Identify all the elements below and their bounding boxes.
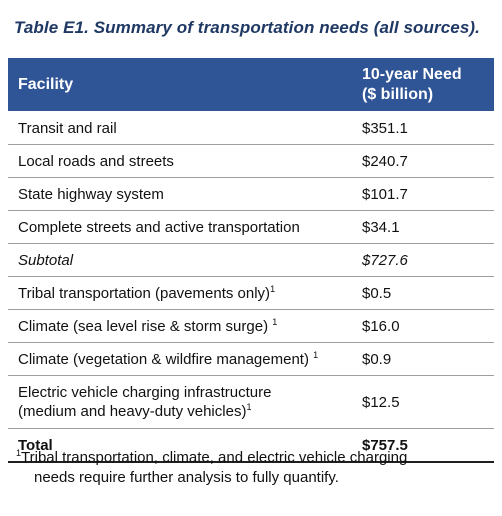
need-header-line2: ($ billion) bbox=[362, 85, 434, 103]
subtotal-row: Subtotal $727.6 bbox=[8, 243, 494, 277]
table-row: Climate (vegetation & wildfire managemen… bbox=[8, 342, 494, 376]
total-row: Total $757.5 bbox=[8, 428, 494, 463]
facility-label: Climate (vegetation & wildfire managemen… bbox=[18, 350, 309, 368]
header-row: Facility 10-year Need ($ billion) bbox=[8, 58, 494, 112]
table-row: Local roads and streets $240.7 bbox=[8, 144, 494, 178]
facility-cell: State highway system bbox=[8, 177, 357, 211]
need-cell: $34.1 bbox=[357, 210, 494, 244]
facility-cell: Subtotal bbox=[8, 243, 357, 277]
table-row: Tribal transportation (pavements only)1 … bbox=[8, 276, 494, 310]
table-row: State highway system $101.7 bbox=[8, 177, 494, 211]
facility-cell: Climate (sea level rise & storm surge) 1 bbox=[8, 309, 357, 343]
footnote-marker: 1 bbox=[246, 402, 252, 412]
needs-table: Facility 10-year Need ($ billion) Transi… bbox=[8, 58, 494, 463]
need-cell: $351.1 bbox=[357, 111, 494, 145]
facility-label: Tribal transportation (pavements only) bbox=[18, 284, 271, 302]
table-body: Transit and rail $351.1 Local roads and … bbox=[8, 111, 494, 463]
footnote-text-line1: Tribal transportation, climate, and elec… bbox=[21, 449, 408, 466]
need-cell: $12.5 bbox=[357, 375, 494, 429]
facility-cell: Climate (vegetation & wildfire managemen… bbox=[8, 342, 357, 376]
facility-label: Climate (sea level rise & storm surge) bbox=[18, 317, 269, 335]
table-row: Climate (sea level rise & storm surge) 1… bbox=[8, 309, 494, 343]
table-header: Facility 10-year Need ($ billion) bbox=[8, 58, 494, 112]
column-header-need: 10-year Need ($ billion) bbox=[357, 58, 494, 112]
footnote-marker: 1 bbox=[272, 316, 278, 327]
facility-cell: Local roads and streets bbox=[8, 144, 357, 178]
table-footnote: 1Tribal transportation, climate, and ele… bbox=[16, 448, 486, 488]
footnote-marker: 1 bbox=[313, 349, 319, 360]
need-cell: $727.6 bbox=[357, 243, 494, 277]
need-cell: $101.7 bbox=[357, 177, 494, 211]
need-header-line1: 10-year Need bbox=[362, 65, 462, 83]
footnote-text-line2: needs require further analysis to fully … bbox=[34, 469, 339, 486]
footnote-marker: 1 bbox=[270, 283, 276, 294]
facility-cell: Transit and rail bbox=[8, 111, 357, 145]
facility-cell: Complete streets and active transportati… bbox=[8, 210, 357, 244]
facility-cell: Tribal transportation (pavements only)1 bbox=[8, 276, 357, 310]
facility-label-line1: Electric vehicle charging infrastructure bbox=[18, 384, 272, 401]
table-row: Complete streets and active transportati… bbox=[8, 210, 494, 244]
need-cell: $16.0 bbox=[357, 309, 494, 343]
column-header-facility: Facility bbox=[8, 58, 357, 112]
table-title: Table E1. Summary of transportation need… bbox=[14, 18, 480, 37]
table-row: Electric vehicle charging infrastructure… bbox=[8, 375, 494, 429]
table-row: Transit and rail $351.1 bbox=[8, 111, 494, 145]
need-cell: $0.9 bbox=[357, 342, 494, 376]
need-cell: $0.5 bbox=[357, 276, 494, 310]
facility-label-line2: (medium and heavy-duty vehicles) bbox=[18, 403, 247, 420]
facility-cell: Electric vehicle charging infrastructure… bbox=[8, 375, 357, 429]
need-cell: $757.5 bbox=[357, 428, 494, 463]
facility-cell: Total bbox=[8, 428, 357, 463]
need-cell: $240.7 bbox=[357, 144, 494, 178]
footnote-marker: 1 bbox=[16, 448, 22, 458]
